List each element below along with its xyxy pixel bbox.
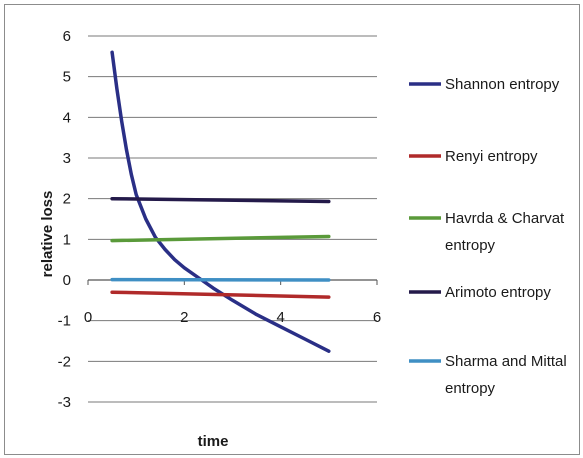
y-tick-label: 5 — [63, 69, 71, 86]
legend-label: entropy — [445, 380, 496, 397]
y-tick-label: 3 — [63, 150, 71, 167]
x-tick-label: 6 — [373, 309, 381, 326]
y-axis-title: relative loss — [39, 191, 56, 278]
x-tick-label: 0 — [84, 309, 92, 326]
x-tick-labels: 0 2 4 6 — [84, 309, 381, 326]
legend-label: Arimoto entropy — [445, 284, 551, 301]
series-line-3 — [110, 196, 331, 204]
gridlines — [88, 35, 377, 403]
y-tick-label: 4 — [63, 109, 71, 126]
y-tick-label: -2 — [58, 353, 71, 370]
series-line-2 — [110, 234, 331, 243]
series-line-1 — [110, 290, 331, 299]
legend-label: entropy — [445, 237, 496, 254]
legend-label: Shannon entropy — [445, 76, 560, 93]
y-tick-label: 2 — [63, 191, 71, 208]
legend: Shannon entropy Renyi entropy Havrda & Cha… — [409, 76, 567, 397]
x-tick-label: 2 — [180, 309, 188, 326]
y-tick-label: -3 — [58, 394, 71, 411]
x-tick-label: 4 — [276, 309, 284, 326]
y-tick-label: -1 — [58, 313, 71, 330]
y-tick-labels: 6 5 4 3 2 1 0 -1 -2 -3 — [58, 28, 71, 411]
y-tick-label: 0 — [63, 272, 71, 289]
x-axis-title: time — [198, 433, 229, 450]
chart-frame — [4, 4, 580, 455]
legend-label: Havrda & Charvat — [445, 210, 565, 227]
series-lines — [110, 50, 331, 353]
legend-label: Sharma and Mittal — [445, 353, 567, 370]
y-tick-label: 6 — [63, 28, 71, 45]
series-line-0 — [110, 50, 331, 353]
y-tick-label: 1 — [63, 231, 71, 248]
legend-label: Renyi entropy — [445, 148, 538, 165]
